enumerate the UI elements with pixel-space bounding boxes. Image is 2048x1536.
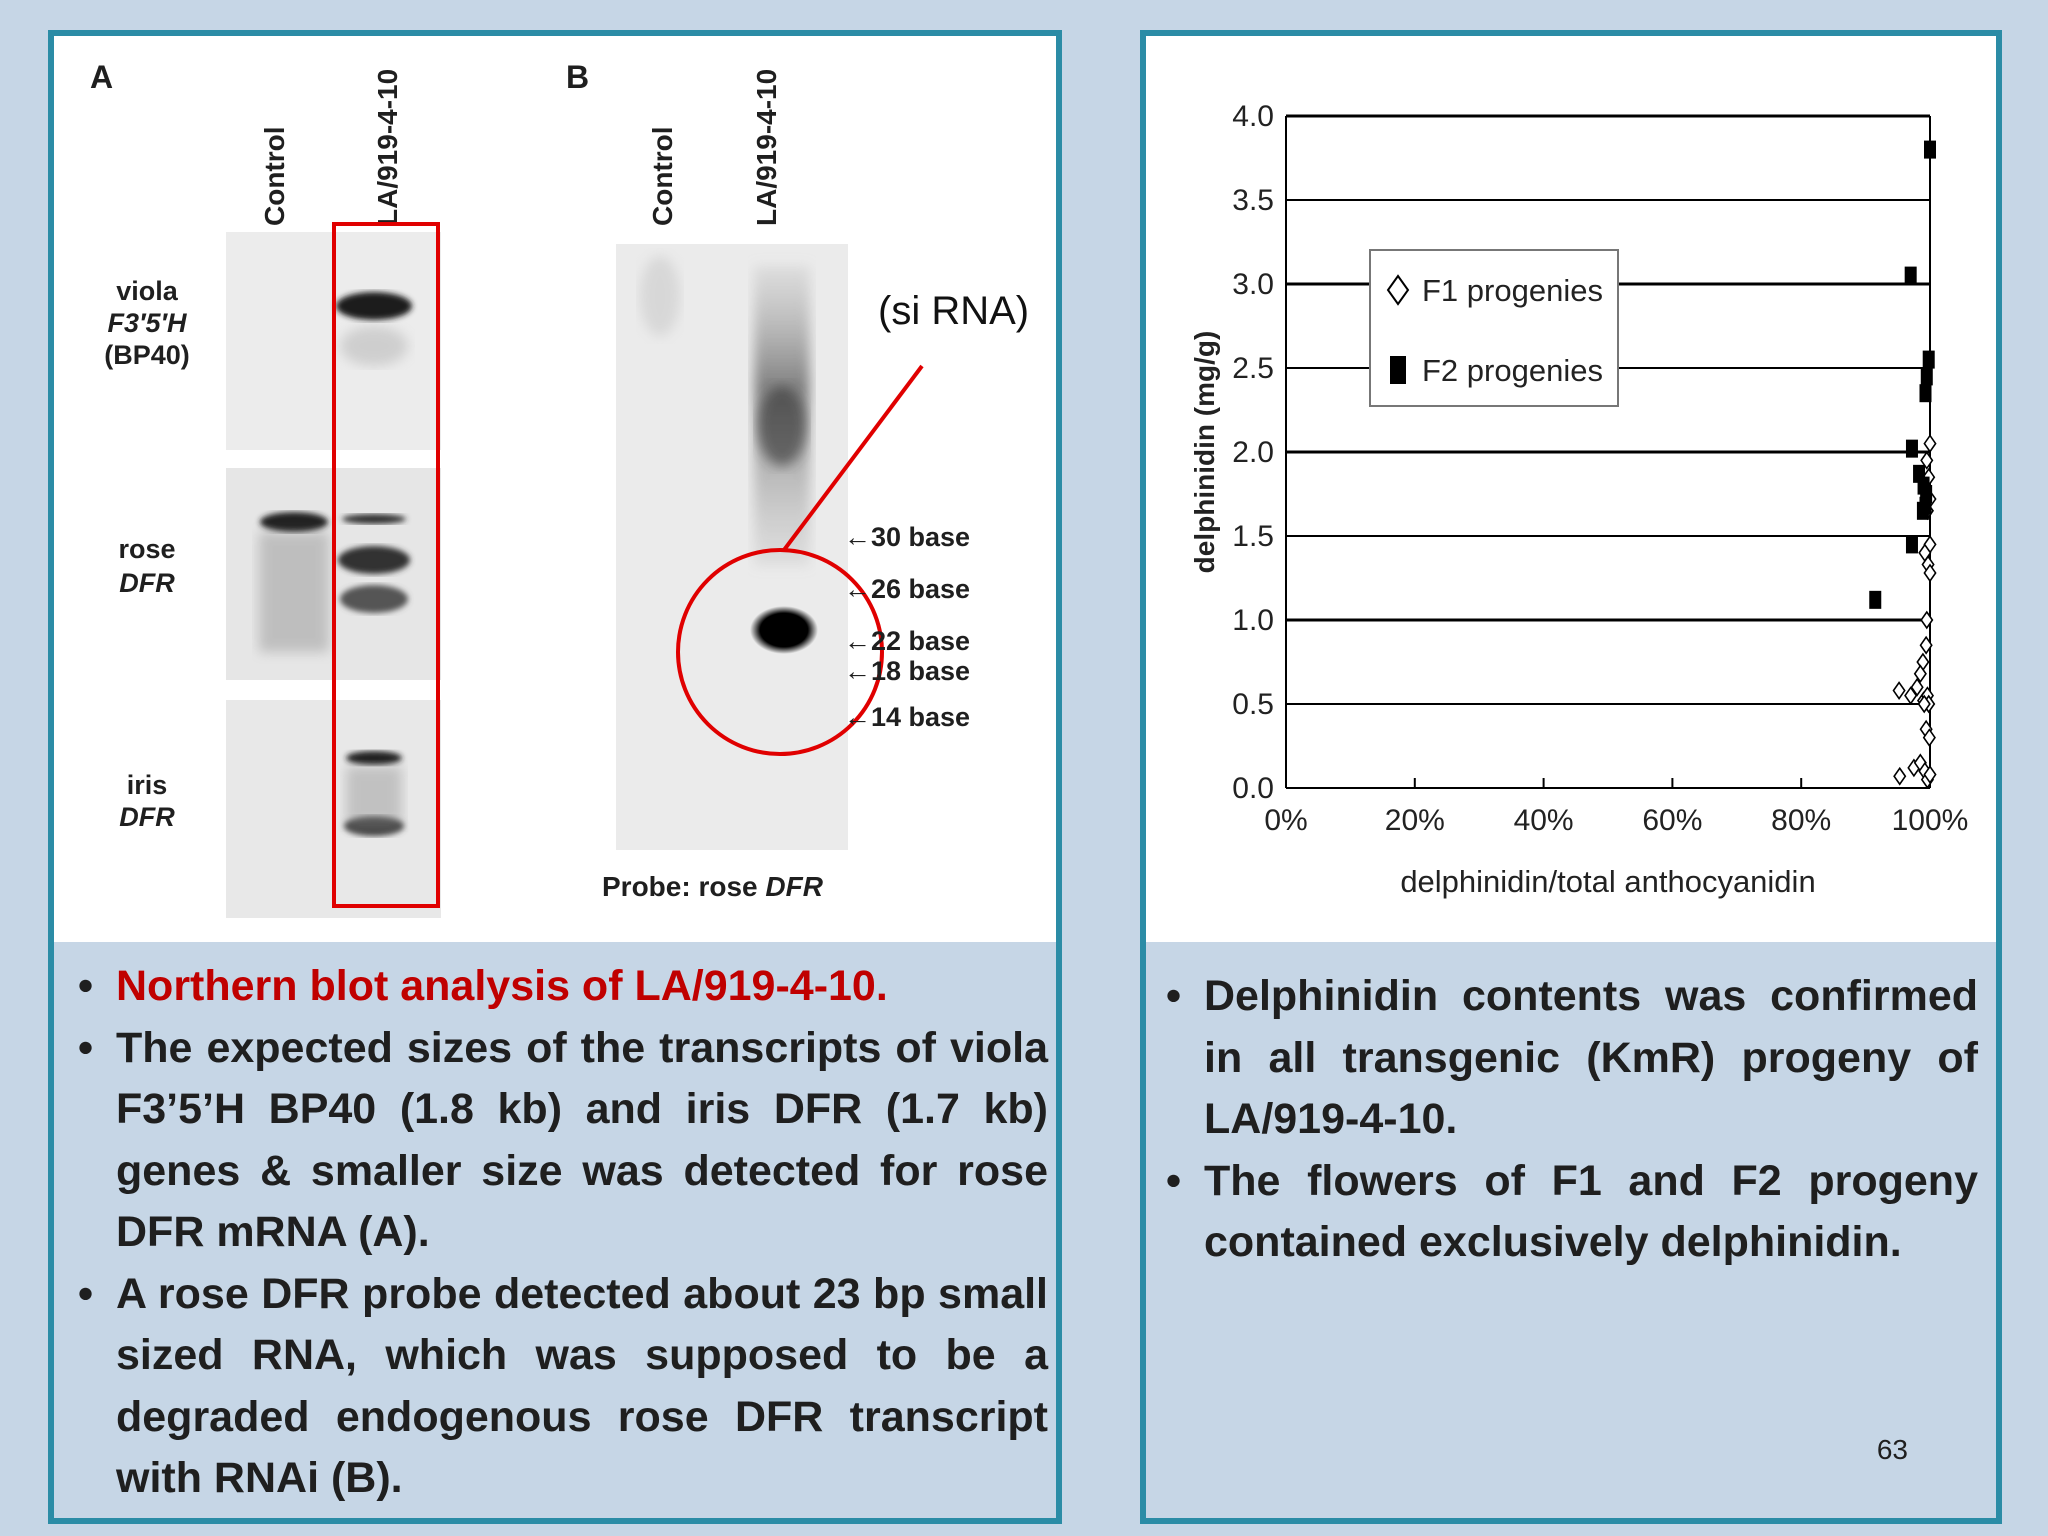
band-rose-control [260,512,328,532]
f1-point [1919,635,1933,655]
x-tick-label: 100% [1892,804,1969,837]
x-tick-label: 80% [1771,804,1831,837]
y-tick-label: 3.0 [1232,268,1274,301]
page-number: 63 [1876,1434,1908,1465]
y-tick-label: 3.5 [1232,184,1274,217]
legend-label: F1 progenies [1422,273,1603,308]
bullet-expected-sizes: The expected sizes of the transcripts of… [78,1018,1048,1264]
smear-b-control [640,256,680,336]
f2-point [1920,367,1933,386]
sirna-spot [750,606,818,654]
f2-point [1919,384,1932,403]
right-panel: 0.0 0.5 1.0 1.5 2.0 2.5 3.0 3.5 4.0 0% 20% 40% 60% 80… [1140,30,2002,1524]
f2-point [1924,140,1936,159]
f1-point [1892,681,1906,700]
row-label-iris-1: iris [127,770,168,800]
band-rose-la919-upper [342,514,406,524]
f1-point [1922,728,1936,747]
left-panel: A Control LA/919-4-10 viola F3′5′H (BP40 [48,30,1062,1524]
band-rose-la919-lower [340,585,408,613]
y-tick-label: 2.0 [1232,436,1274,469]
probe-caption: Probe: rose DFR [602,871,824,902]
y-tick-label: 1.5 [1232,520,1274,553]
panel-a-letter: A [90,59,113,95]
x-tick-label: 20% [1385,804,1445,837]
f2-point [1869,590,1882,609]
bullet-exclusively-delphinidin: The flowers of F1 and F2 progeny contain… [1166,1151,1978,1274]
row-label-iris-2: DFR [119,802,175,832]
lane-highlight-box [332,222,440,908]
y-tick-label: 2.5 [1232,352,1274,385]
row-label-viola-3: (BP40) [104,340,190,370]
f1-point [1923,563,1937,583]
bullet-northern-blot-heading: Northern blot analysis of LA/919-4-10. [78,956,1048,1018]
row-label-viola-2: F3′5′H [108,308,187,338]
marker-14-base: ←14 base [844,702,970,732]
f2-point [1922,350,1935,369]
f1-point [1923,434,1937,453]
probe-caption-prefix: Probe: rose [602,871,765,902]
y-axis-label: delphinidin (mg/g) [1189,331,1220,574]
y-tick-label: 0.5 [1232,688,1274,721]
sirna-annotation: (si RNA) [878,289,1029,333]
panel-b-letter: B [566,59,589,95]
left-bullet-list: Northern blot analysis of LA/919-4-10. T… [78,956,1048,1510]
y-tick-label: 4.0 [1232,100,1274,133]
f2-point [1904,266,1917,285]
marker-30-base: ←30 base [844,522,970,552]
smear-iris [346,766,402,826]
f1-point [1920,610,1934,630]
sirna-circle [676,548,884,756]
f1-point [1893,766,1907,786]
band-rose-la919-main [338,546,410,574]
northern-blot-figure: A Control LA/919-4-10 viola F3′5′H (BP40 [54,36,1056,942]
delphinidin-chart-area: 0.0 0.5 1.0 1.5 2.0 2.5 3.0 3.5 4.0 0% 20% 40% 60% 80… [1146,36,1996,942]
f2-point [1905,439,1918,458]
f1-point [1910,677,1924,697]
blot-strip-b [616,244,848,850]
delphinidin-scatter-chart: 0.0 0.5 1.0 1.5 2.0 2.5 3.0 3.5 4.0 0% 20% 40% 60% 80… [1189,100,1969,899]
row-label-rose-1: rose [118,534,175,564]
bullet-rose-dfr-probe: A rose DFR probe detected about 23 bp sm… [78,1264,1048,1510]
x-tick-label: 40% [1514,804,1574,837]
marker-22-base: ←22 base [844,626,970,656]
band-iris-upper [346,751,402,765]
f1-point [1913,664,1927,684]
panel-a-lane-control: Control [259,126,290,226]
x-axis-label: delphinidin/total anthocyanidin [1400,864,1815,899]
legend-f2-icon [1390,356,1406,384]
panel-b-lane-la919: LA/919-4-10 [751,69,782,226]
right-bullet-list: Delphinidin contents was confirmed in al… [1166,966,1978,1274]
x-tick-label: 60% [1642,804,1702,837]
f1-point [1904,686,1918,705]
bullet-delphinidin-confirmed: Delphinidin contents was confirmed in al… [1166,966,1978,1151]
legend-label: F2 progenies [1422,353,1603,388]
northern-blot-svg: A Control LA/919-4-10 viola F3′5′H (BP40 [90,59,1029,918]
f2-point [1919,496,1932,515]
right-text-area: Delphinidin contents was confirmed in al… [1146,942,1996,1518]
sirna-callout-line [782,364,924,552]
f1-point [1920,451,1934,470]
y-tick-label: 0.0 [1232,772,1274,805]
row-label-viola-1: viola [116,276,179,306]
band-viola-la919 [336,292,412,320]
smear-b-dark [758,386,806,466]
smear-rose-control [259,532,329,652]
marker-26-base: ←26 base [844,574,970,604]
f1-point [1923,765,1937,784]
f2-point [1905,535,1918,554]
legend-f1-icon [1386,274,1410,306]
f1-point [1917,694,1931,714]
marker-18-base: ←18 base [844,656,970,686]
smear-viola [340,326,408,366]
panel-a-lane-la919: LA/919-4-10 [372,69,403,226]
panel-b-lane-control: Control [647,126,678,226]
row-label-rose-2: DFR [119,568,175,598]
y-tick-label: 1.0 [1232,604,1274,637]
probe-caption-gene: DFR [765,871,823,902]
chart-legend [1369,249,1619,407]
x-tick-label: 0% [1264,804,1307,837]
left-text-area: Northern blot analysis of LA/919-4-10. T… [54,942,1056,1518]
